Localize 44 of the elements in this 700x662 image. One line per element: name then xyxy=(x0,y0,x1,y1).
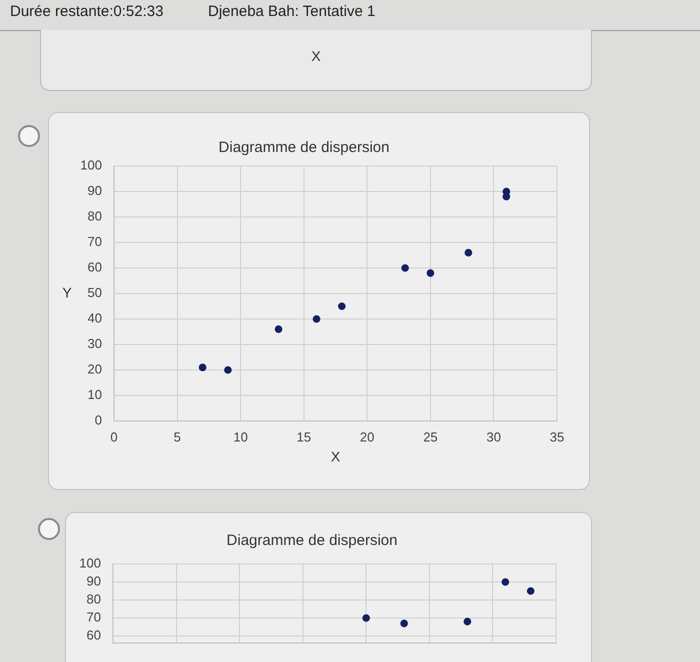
y-axis-title: Y xyxy=(62,284,72,300)
text: X xyxy=(310,48,322,64)
point xyxy=(274,325,282,333)
x-tick-label: 0 xyxy=(110,429,118,444)
x-tick-label: 5 xyxy=(174,429,181,444)
point xyxy=(338,302,346,310)
point xyxy=(526,587,534,595)
point xyxy=(464,248,472,256)
y-tick-label: 100 xyxy=(79,556,101,571)
point xyxy=(362,614,370,622)
point xyxy=(400,620,408,628)
y-tick-label: 70 xyxy=(88,234,102,250)
point xyxy=(198,364,206,372)
point xyxy=(502,578,510,586)
y-tick-label: 10 xyxy=(88,387,102,402)
y-tick-label: 80 xyxy=(86,592,101,607)
y-tick-label: 50 xyxy=(88,285,102,300)
y-tick-label: 30 xyxy=(88,336,102,352)
x-tick-label: 15 xyxy=(296,429,312,444)
point xyxy=(464,618,472,626)
y-tick-label: 20 xyxy=(88,362,102,377)
point xyxy=(401,264,409,272)
x-tick-label: 25 xyxy=(423,429,438,444)
y-tick-label: 80 xyxy=(88,208,102,224)
x-axis-title: X xyxy=(330,448,341,464)
y-tick-label: 0 xyxy=(94,412,102,428)
y-tick-label: 60 xyxy=(86,628,101,643)
point xyxy=(426,269,434,277)
y-tick-label: 60 xyxy=(88,260,102,275)
y-tick-label: 90 xyxy=(86,574,101,589)
x-tick-label: 30 xyxy=(486,429,501,444)
y-tick-label: 100 xyxy=(80,158,102,173)
text: Djeneba Bah: Tentative 1 xyxy=(208,3,376,20)
y-tick-label: 40 xyxy=(88,310,102,326)
text: Durée restante:0:52:33 xyxy=(10,3,164,20)
x-tick-label: 20 xyxy=(360,429,374,444)
point xyxy=(224,366,232,374)
chart-title: Diagramme de dispersion xyxy=(218,139,390,156)
point xyxy=(312,315,320,323)
x-tick-label: 10 xyxy=(233,429,248,444)
chart-title: Diagramme de dispersion xyxy=(226,532,398,550)
y-tick-label: 70 xyxy=(86,610,101,625)
y-tick-label: 90 xyxy=(88,183,102,198)
x-tick-label: 35 xyxy=(550,429,564,444)
